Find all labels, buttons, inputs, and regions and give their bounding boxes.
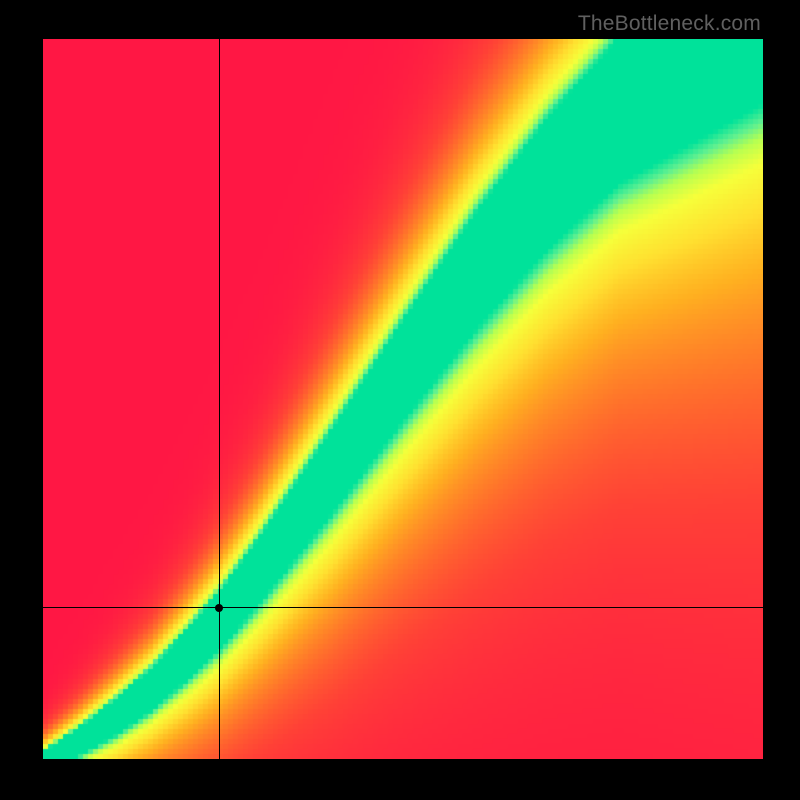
bottleneck-heatmap — [43, 39, 763, 759]
crosshair-vertical — [219, 39, 220, 759]
chart-container: TheBottleneck.com — [0, 0, 800, 800]
watermark-text: TheBottleneck.com — [578, 12, 761, 36]
crosshair-horizontal — [43, 607, 763, 608]
